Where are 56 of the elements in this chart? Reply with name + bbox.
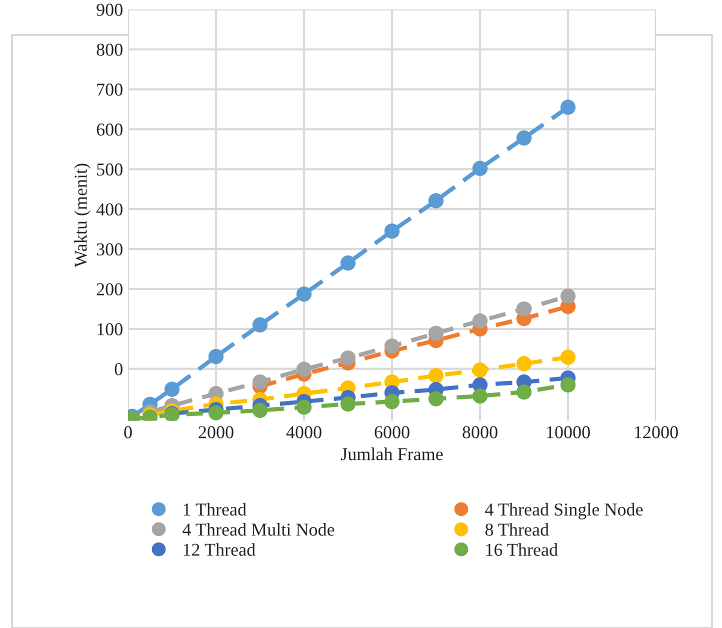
- point: [516, 356, 532, 372]
- point: [560, 377, 576, 392]
- point: [472, 362, 488, 378]
- x-tick-label: 0: [124, 426, 132, 438]
- point: [208, 348, 224, 364]
- point: [340, 350, 356, 366]
- point: [296, 362, 312, 377]
- x-tick-label: 2000: [198, 426, 234, 438]
- y-tick-label: 0: [114, 363, 122, 376]
- point: [428, 391, 444, 406]
- point: [560, 350, 576, 365]
- x-tick-label: 10000: [547, 426, 590, 438]
- y-tick-label: 400: [96, 203, 122, 216]
- point: [472, 388, 488, 404]
- point: [340, 255, 356, 271]
- legend-label: 1 Thread: [184, 502, 246, 516]
- point: [472, 313, 488, 329]
- point: [164, 382, 180, 397]
- point: [296, 400, 312, 415]
- y-tick-label: 800: [96, 44, 122, 56]
- legend-label: 4 Thread Multi Node: [182, 523, 334, 536]
- point: [516, 130, 532, 146]
- point: [252, 317, 268, 333]
- point: [340, 396, 356, 412]
- legend-label: 4 Thread Single Node: [485, 502, 643, 520]
- point: [560, 288, 576, 304]
- y-tick-label: 300: [96, 243, 122, 256]
- point: [516, 301, 532, 317]
- y-axis-title: Waktu (menit): [74, 164, 91, 268]
- point: [472, 160, 488, 176]
- x-tick-label: 12000: [635, 426, 678, 438]
- point: [252, 402, 268, 418]
- y-tick-label: 900: [96, 4, 122, 16]
- point: [516, 384, 532, 400]
- point: [428, 193, 444, 208]
- point: [252, 374, 268, 390]
- x-axis-title: Jumlah Frame: [340, 448, 443, 460]
- point: [384, 223, 400, 239]
- x-tick-label: 6000: [374, 426, 410, 438]
- legend-label: 12 Thread: [184, 543, 256, 556]
- point: [560, 100, 576, 115]
- y-tick-label: 200: [96, 283, 122, 296]
- legend-label: 16 Thread: [486, 543, 558, 556]
- point: [384, 338, 400, 354]
- y-tick-label: 600: [96, 123, 122, 136]
- point: [208, 405, 224, 420]
- x-tick-label: 4000: [286, 426, 322, 438]
- y-tick-label: 700: [97, 84, 122, 96]
- point: [296, 286, 312, 302]
- point: [428, 326, 444, 341]
- x-tick-label: 8000: [462, 426, 498, 438]
- y-tick-label: 100: [98, 323, 122, 336]
- point: [384, 394, 400, 410]
- point: [428, 368, 444, 384]
- y-tick-label: 500: [97, 163, 122, 176]
- legend-label: 8 Thread: [485, 523, 549, 536]
